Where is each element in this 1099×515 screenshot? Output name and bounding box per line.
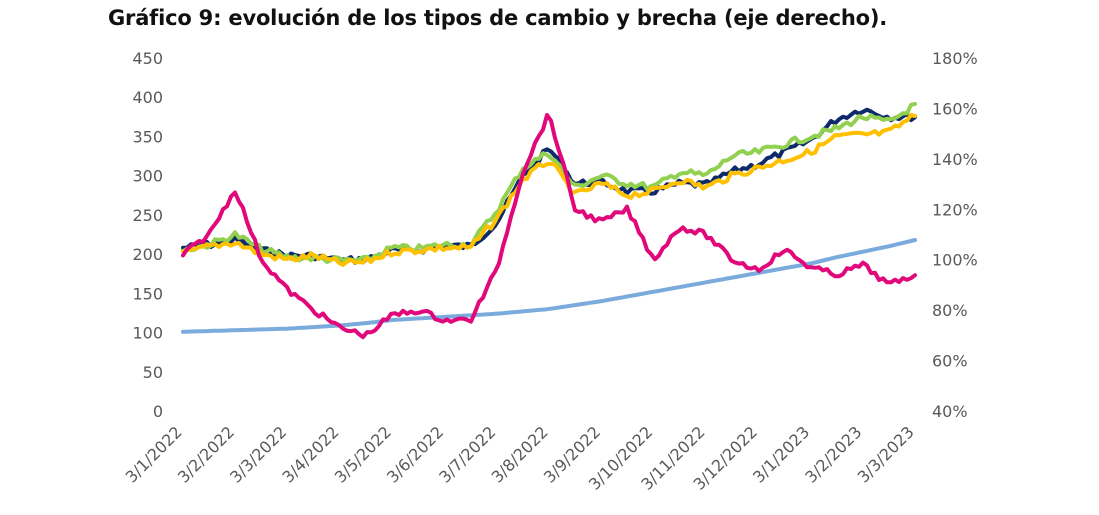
x-axis: 3/1/20223/2/20223/3/20223/4/20223/5/2022… (122, 422, 918, 493)
x-tick-label: 3/2/2023 (801, 422, 865, 486)
y-right-tick-label: 140% (932, 150, 978, 169)
x-tick-label: 3/3/2023 (854, 422, 918, 486)
y-right-tick-label: 100% (932, 251, 978, 270)
y-right-tick-label: 160% (932, 99, 978, 118)
y-right-tick-label: 60% (932, 352, 968, 371)
y-left-tick-label: 250 (132, 206, 163, 225)
y-left-tick-label: 300 (132, 167, 163, 186)
y-axis-left: 0 50 100 150 200 250 300 350 400 450 (132, 49, 163, 421)
x-tick-label: 3/5/2022 (331, 422, 395, 486)
y-left-tick-label: 450 (132, 49, 163, 68)
y-right-tick-label: 180% (932, 49, 978, 68)
x-tick-label: 3/2/2022 (174, 422, 238, 486)
series-lines (181, 102, 917, 340)
x-tick-label: 3/6/2022 (383, 422, 447, 486)
x-tick-label: 3/1/2023 (749, 422, 813, 486)
series-line-5 (181, 113, 917, 340)
x-tick-label: 3/3/2022 (226, 422, 290, 486)
x-tick-label: 3/4/2022 (278, 422, 342, 486)
series-line-1 (181, 107, 917, 265)
y-left-tick-label: 0 (153, 402, 163, 421)
y-left-tick-label: 100 (132, 324, 163, 343)
series-line-3 (181, 113, 917, 267)
y-axis-right: 40% 60% 80% 100% 120% 140% 160% 180% (932, 49, 978, 421)
y-left-tick-label: 200 (132, 245, 163, 264)
y-left-tick-label: 150 (132, 284, 163, 303)
x-tick-label: 3/7/2022 (435, 422, 499, 486)
y-right-tick-label: 80% (932, 301, 968, 320)
x-tick-label: 3/1/2022 (122, 422, 186, 486)
y-left-tick-label: 50 (143, 363, 163, 382)
chart-title: Gráfico 9: evolución de los tipos de cam… (108, 6, 888, 30)
y-left-tick-label: 350 (132, 127, 163, 146)
y-right-tick-label: 40% (932, 402, 968, 421)
series-line-4 (181, 238, 917, 334)
y-left-tick-label: 400 (132, 88, 163, 107)
x-tick-label: 3/8/2022 (488, 422, 552, 486)
series-line-2 (181, 102, 917, 264)
y-right-tick-label: 120% (932, 200, 978, 219)
